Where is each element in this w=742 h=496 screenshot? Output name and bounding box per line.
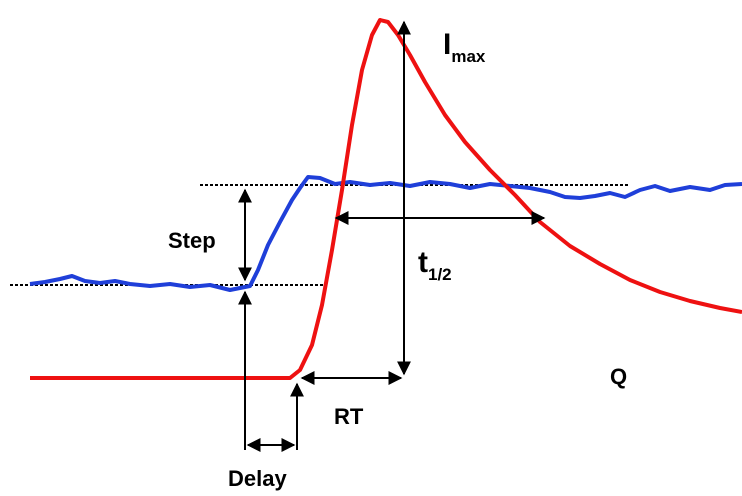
t-half-main: t [418, 246, 428, 279]
rt-label: RT [334, 404, 364, 429]
t-half-sub: 1/2 [428, 265, 452, 284]
imax-sub: max [451, 47, 486, 66]
imax-main: I [443, 28, 451, 61]
stimulus-curve [29, 175, 742, 292]
response-curve [30, 18, 742, 380]
imax-label: Imax [443, 28, 486, 66]
step-label: Step [168, 228, 216, 253]
delay-label: Delay [228, 466, 287, 491]
t-half-label: t1/2 [418, 246, 452, 284]
q-label: Q [610, 364, 627, 389]
